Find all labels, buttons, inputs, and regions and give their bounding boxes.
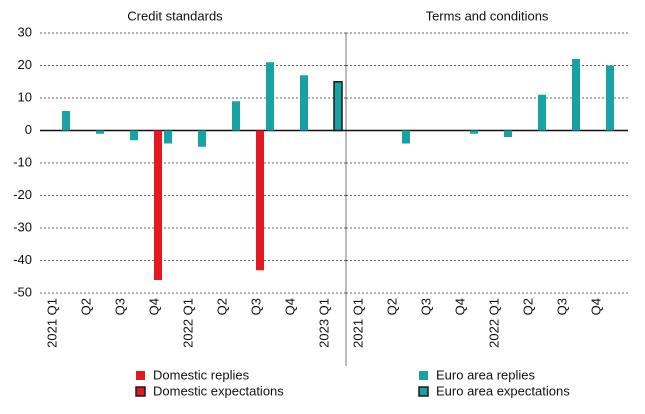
bar	[96, 130, 104, 134]
bar	[164, 130, 172, 144]
x-tick-label: 2022 Q1	[486, 298, 501, 348]
bar	[300, 75, 308, 131]
x-tick-label: Q3	[418, 298, 433, 315]
y-tick-label: 10	[18, 89, 32, 104]
x-tick-label: Q3	[248, 298, 263, 315]
x-tick-label: 2023 Q1	[316, 298, 331, 348]
bar	[62, 111, 70, 131]
bar	[606, 65, 614, 131]
x-tick-label: Q2	[520, 298, 535, 315]
x-tick-label: 2021 Q1	[44, 298, 59, 348]
y-tick-label: -10	[13, 154, 32, 169]
y-tick-label: -40	[13, 252, 32, 267]
bar	[572, 59, 580, 131]
x-tick-label: Q3	[554, 298, 569, 315]
legend-label: Domestic expectations	[153, 383, 284, 398]
bar	[130, 130, 138, 141]
bar	[538, 94, 546, 131]
legend-swatch	[418, 386, 429, 397]
y-tick-label: 30	[18, 24, 32, 39]
x-tick-label: Q2	[214, 298, 229, 315]
x-tick-label: Q4	[146, 298, 161, 315]
x-tick-label: Q2	[384, 298, 399, 315]
bar	[402, 130, 410, 144]
bar	[154, 130, 162, 280]
bar	[232, 101, 240, 131]
x-tick-label: Q2	[78, 298, 93, 315]
bar	[470, 130, 478, 134]
bar	[256, 130, 264, 271]
y-tick-label: -30	[13, 219, 32, 234]
bar	[333, 81, 343, 132]
bar	[266, 62, 274, 131]
panel-title: Terms and conditions	[426, 8, 549, 23]
x-tick-label: Q4	[588, 298, 603, 315]
x-tick-label: 2021 Q1	[350, 298, 365, 348]
legend-swatch	[419, 371, 428, 380]
legend-swatch	[136, 371, 145, 380]
panel-title: Credit standards	[127, 8, 223, 23]
bar	[504, 130, 512, 137]
legend-label: Euro area replies	[436, 367, 535, 382]
y-tick-label: -50	[13, 284, 32, 299]
y-tick-label: 0	[25, 122, 32, 137]
x-tick-label: Q4	[452, 298, 467, 315]
x-tick-label: Q3	[112, 298, 127, 315]
bar	[198, 130, 206, 147]
y-tick-label: -20	[13, 187, 32, 202]
y-tick-label: 20	[18, 57, 32, 72]
legend-label: Domestic replies	[153, 367, 250, 382]
legend-label: Euro area expectations	[436, 383, 570, 398]
x-tick-label: Q4	[282, 298, 297, 315]
x-tick-label: 2022 Q1	[180, 298, 195, 348]
legend-swatch	[135, 386, 146, 397]
